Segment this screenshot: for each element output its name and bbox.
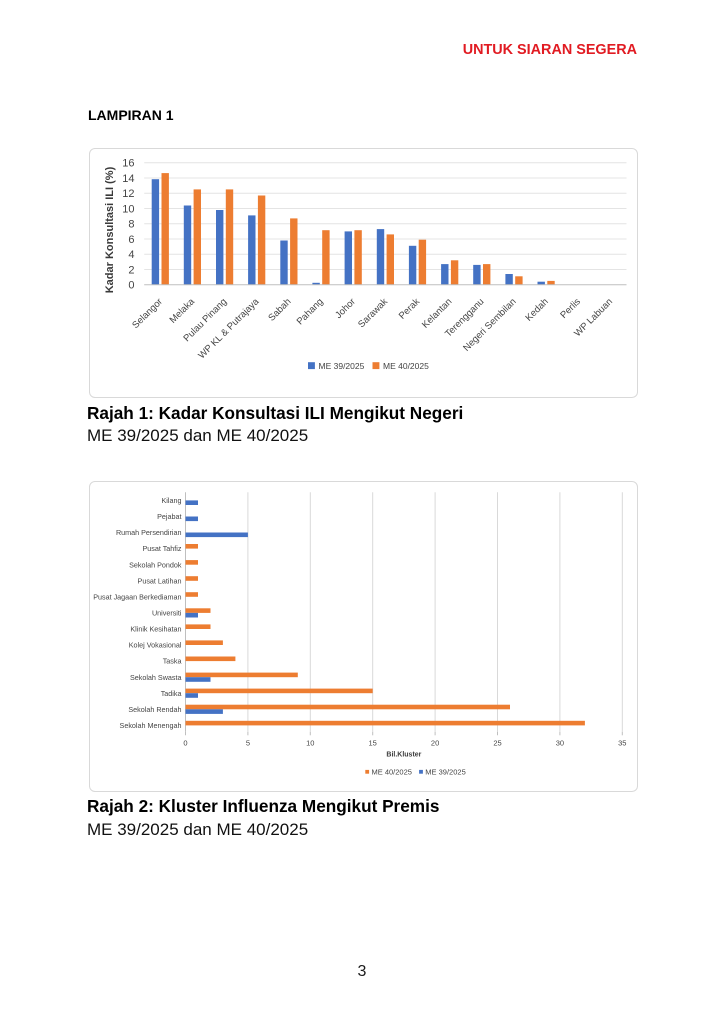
svg-text:ME 40/2025: ME 40/2025 (372, 768, 412, 777)
svg-text:Pusat Jagaan Berkediaman: Pusat Jagaan Berkediaman (93, 592, 181, 601)
svg-text:Sekolah Swasta: Sekolah Swasta (130, 673, 182, 682)
svg-text:Perlis: Perlis (558, 296, 583, 321)
svg-text:30: 30 (556, 738, 564, 747)
svg-text:Taska: Taska (163, 657, 182, 666)
svg-text:Pahang: Pahang (295, 296, 326, 327)
svg-text:Johor: Johor (333, 296, 358, 321)
svg-text:ME 39/2025: ME 39/2025 (319, 361, 365, 371)
svg-text:Sekolah Menengah: Sekolah Menengah (120, 721, 182, 730)
svg-text:Kilang: Kilang (162, 496, 182, 505)
svg-text:Sekolah Pondok: Sekolah Pondok (129, 560, 182, 569)
svg-text:14: 14 (122, 173, 134, 185)
svg-text:Klinik Kesihatan: Klinik Kesihatan (130, 625, 181, 634)
svg-text:8: 8 (128, 219, 134, 231)
svg-text:Tadika: Tadika (161, 689, 182, 698)
svg-text:12: 12 (122, 188, 134, 200)
svg-text:Melaka: Melaka (168, 296, 198, 326)
svg-text:ME 39/2025: ME 39/2025 (425, 768, 465, 777)
svg-text:5: 5 (246, 738, 250, 747)
svg-text:Pusat Latihan: Pusat Latihan (138, 576, 182, 585)
svg-text:Selangor: Selangor (130, 296, 165, 331)
svg-text:Sekolah Rendah: Sekolah Rendah (128, 705, 181, 714)
svg-text:10: 10 (122, 203, 134, 215)
svg-text:10: 10 (306, 738, 314, 747)
svg-text:WP KL & Putrajaya: WP KL & Putrajaya (196, 296, 261, 361)
svg-text:Sarawak: Sarawak (356, 296, 390, 330)
svg-text:ME 40/2025: ME 40/2025 (383, 361, 429, 371)
svg-text:15: 15 (369, 738, 377, 747)
svg-text:0: 0 (183, 738, 187, 747)
svg-text:Pejabat: Pejabat (157, 512, 181, 521)
svg-text:4: 4 (128, 249, 134, 261)
svg-text:Sabah: Sabah (266, 296, 293, 323)
svg-text:Pusat Tahfiz: Pusat Tahfiz (142, 544, 181, 553)
svg-text:Universiti: Universiti (152, 609, 182, 618)
svg-text:20: 20 (431, 738, 439, 747)
svg-text:Kedah: Kedah (524, 296, 551, 323)
svg-text:0: 0 (128, 280, 134, 292)
svg-text:2: 2 (128, 264, 134, 276)
svg-text:35: 35 (618, 738, 626, 747)
svg-text:Kolej Vokasional: Kolej Vokasional (129, 641, 182, 650)
svg-text:Perak: Perak (397, 296, 423, 322)
svg-text:Bil.Kluster: Bil.Kluster (386, 751, 421, 758)
svg-text:16: 16 (122, 158, 134, 170)
svg-text:6: 6 (128, 234, 134, 246)
svg-text:25: 25 (493, 738, 501, 747)
svg-text:Rumah Persendirian: Rumah Persendirian (116, 528, 182, 537)
svg-text:Kadar Konsultasi ILI (%): Kadar Konsultasi ILI (%) (104, 166, 116, 293)
